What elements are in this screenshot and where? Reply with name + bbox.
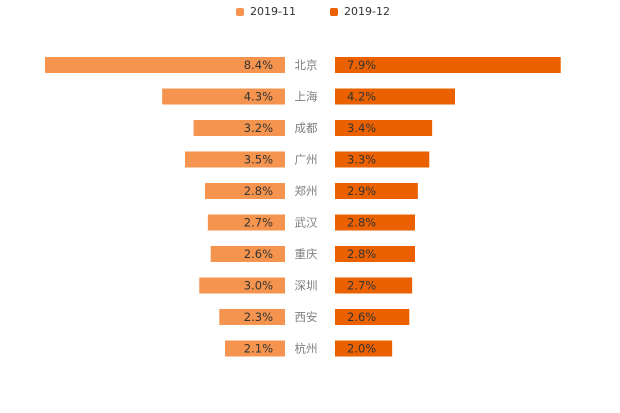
category-label-5: 武汉 — [295, 216, 318, 230]
data-label-2019-12-4: 2.9% — [347, 184, 376, 198]
bar-2019-12-8 — [335, 309, 410, 325]
bar-2019-11-3 — [185, 151, 285, 168]
bar-2019-11-6 — [210, 246, 285, 262]
bar-2019-11-4 — [205, 183, 285, 199]
legend-item-2019-12[interactable]: 2019-12 — [330, 5, 390, 18]
data-label-2019-11-4: 2.8% — [244, 184, 273, 198]
legend-label-2019-12: 2019-12 — [344, 5, 390, 18]
category-label-2: 成都 — [295, 121, 318, 135]
bar-2019-11-1 — [162, 88, 285, 105]
category-label-1: 上海 — [295, 90, 318, 104]
data-label-2019-12-8: 2.6% — [347, 310, 376, 324]
category-label-9: 杭州 — [295, 342, 318, 356]
category-label-6: 重庆 — [295, 247, 318, 261]
category-label-3: 广州 — [295, 153, 318, 167]
legend-swatch-2019-11 — [236, 7, 244, 16]
bar-2019-12-4 — [335, 183, 418, 199]
data-label-2019-12-6: 2.8% — [347, 247, 376, 261]
bar-2019-11-9 — [225, 340, 285, 357]
data-label-2019-11-3: 3.5% — [244, 153, 273, 167]
data-label-2019-12-2: 3.4% — [347, 121, 376, 135]
data-label-2019-11-7: 3.0% — [244, 279, 273, 293]
data-label-2019-11-0: 8.4% — [244, 58, 273, 72]
bar-2019-12-9 — [335, 340, 393, 357]
data-label-2019-11-6: 2.6% — [244, 247, 273, 261]
legend-swatch-2019-12 — [330, 7, 338, 16]
legend: 2019-11 2019-12 — [0, 5, 620, 21]
bar-2019-12-3 — [335, 151, 430, 168]
data-label-2019-12-3: 3.3% — [347, 153, 376, 167]
category-label-8: 西安 — [295, 310, 318, 324]
data-label-2019-11-2: 3.2% — [244, 121, 273, 135]
bar-2019-12-0 — [335, 57, 561, 73]
data-label-2019-12-1: 4.2% — [347, 90, 376, 104]
data-label-2019-12-5: 2.8% — [347, 216, 376, 230]
bar-2019-11-7 — [199, 277, 285, 294]
bar-2019-12-7 — [335, 277, 413, 294]
data-label-2019-11-1: 4.3% — [244, 90, 273, 104]
bar-2019-11-2 — [193, 120, 285, 136]
bar-2019-11-5 — [207, 214, 285, 231]
bar-2019-11-8 — [219, 309, 285, 325]
data-label-2019-12-9: 2.0% — [347, 342, 376, 356]
data-label-2019-11-8: 2.3% — [244, 310, 273, 324]
legend-label-2019-11: 2019-11 — [250, 5, 296, 18]
category-label-0: 北京 — [295, 58, 318, 72]
category-label-7: 深圳 — [295, 279, 318, 293]
data-label-2019-12-0: 7.9% — [347, 58, 376, 72]
data-label-2019-12-7: 2.7% — [347, 279, 376, 293]
bar-2019-12-2 — [335, 120, 433, 136]
bar-2019-12-1 — [335, 88, 455, 105]
legend-item-2019-11[interactable]: 2019-11 — [236, 5, 296, 18]
bar-2019-11-0 — [45, 57, 285, 73]
bar-2019-12-5 — [335, 214, 415, 231]
data-label-2019-11-5: 2.7% — [244, 216, 273, 230]
bar-2019-12-6 — [335, 246, 415, 262]
category-label-4: 郑州 — [295, 184, 318, 198]
data-label-2019-11-9: 2.1% — [244, 342, 273, 356]
